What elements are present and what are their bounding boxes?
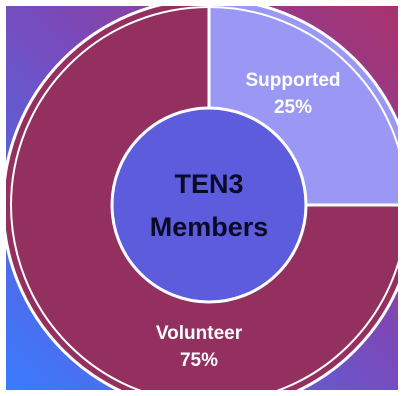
center-label-line-1: TEN3 xyxy=(174,169,243,199)
center-label-line-2: Members xyxy=(150,212,269,242)
donut-outer-ring xyxy=(10,6,398,390)
slice-label-supported: Supported xyxy=(246,70,341,91)
slice-percent-supported: 25% xyxy=(274,97,312,118)
slice-percent-volunteer: 75% xyxy=(180,350,218,371)
donut-center xyxy=(110,106,308,304)
slice-label-volunteer: Volunteer xyxy=(156,323,243,344)
